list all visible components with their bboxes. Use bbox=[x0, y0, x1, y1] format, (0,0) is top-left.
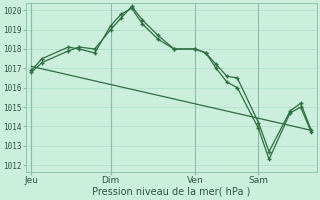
X-axis label: Pression niveau de la mer( hPa ): Pression niveau de la mer( hPa ) bbox=[92, 187, 251, 197]
